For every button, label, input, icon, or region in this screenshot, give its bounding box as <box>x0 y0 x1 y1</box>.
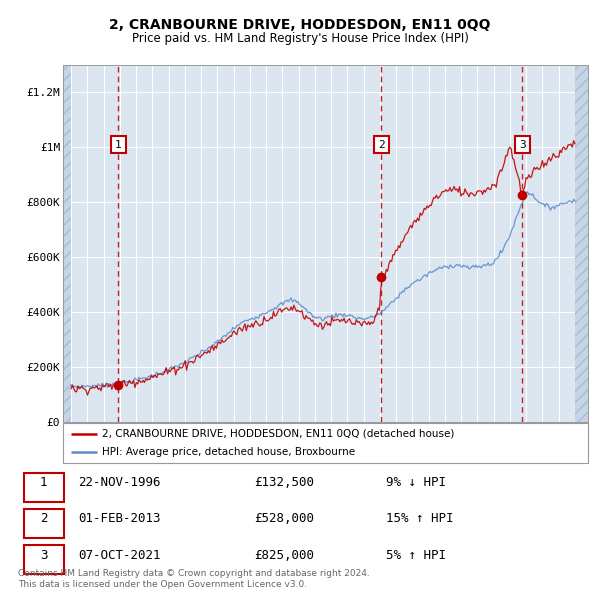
Text: 3: 3 <box>519 139 526 149</box>
Text: 5% ↑ HPI: 5% ↑ HPI <box>386 549 446 562</box>
Text: 2, CRANBOURNE DRIVE, HODDESDON, EN11 0QQ (detached house): 2, CRANBOURNE DRIVE, HODDESDON, EN11 0QQ… <box>103 429 455 439</box>
Text: Price paid vs. HM Land Registry's House Price Index (HPI): Price paid vs. HM Land Registry's House … <box>131 32 469 45</box>
FancyBboxPatch shape <box>23 509 64 538</box>
Text: 1: 1 <box>115 139 122 149</box>
Text: 1: 1 <box>40 476 47 489</box>
FancyBboxPatch shape <box>23 473 64 502</box>
Text: 9% ↓ HPI: 9% ↓ HPI <box>386 476 446 489</box>
Text: £132,500: £132,500 <box>254 476 314 489</box>
Text: 22-NOV-1996: 22-NOV-1996 <box>78 476 161 489</box>
Text: 2: 2 <box>40 512 47 525</box>
FancyBboxPatch shape <box>23 545 64 575</box>
Text: Contains HM Land Registry data © Crown copyright and database right 2024.
This d: Contains HM Land Registry data © Crown c… <box>18 569 370 589</box>
Text: 2: 2 <box>378 139 385 149</box>
Text: 2, CRANBOURNE DRIVE, HODDESDON, EN11 0QQ: 2, CRANBOURNE DRIVE, HODDESDON, EN11 0QQ <box>109 18 491 32</box>
Text: 07-OCT-2021: 07-OCT-2021 <box>78 549 161 562</box>
Text: 15% ↑ HPI: 15% ↑ HPI <box>386 512 454 525</box>
Text: 01-FEB-2013: 01-FEB-2013 <box>78 512 161 525</box>
Text: £825,000: £825,000 <box>254 549 314 562</box>
Text: £528,000: £528,000 <box>254 512 314 525</box>
Text: 3: 3 <box>40 549 47 562</box>
Text: HPI: Average price, detached house, Broxbourne: HPI: Average price, detached house, Brox… <box>103 447 355 457</box>
